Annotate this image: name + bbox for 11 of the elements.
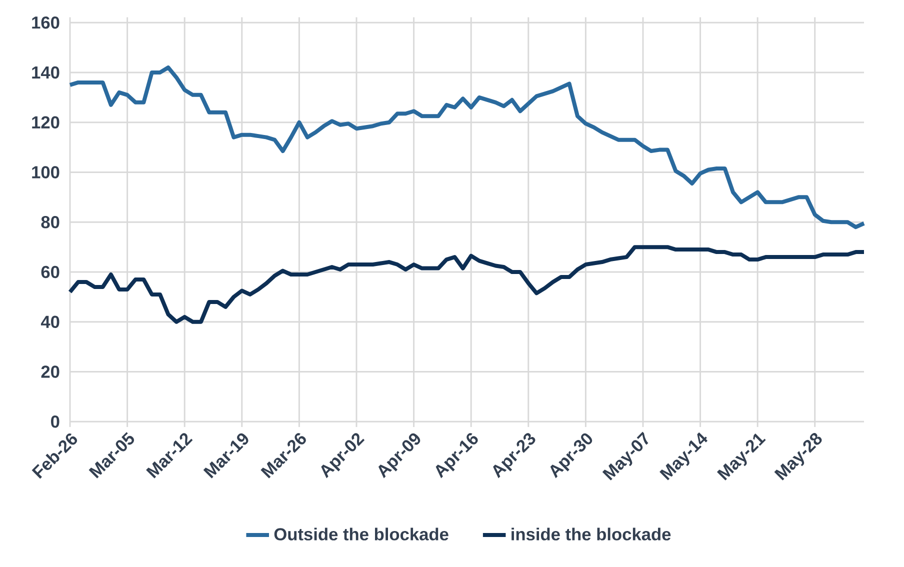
y-tick-label: 160 <box>32 16 60 29</box>
y-tick-label: 40 <box>40 316 60 328</box>
legend-label: Outside the blockade <box>274 528 448 540</box>
legend-label: inside the blockade <box>512 528 671 540</box>
y-tick-label: 20 <box>41 366 60 378</box>
y-tick-label: 60 <box>41 266 60 278</box>
y-tick-label: 100 <box>32 166 60 178</box>
y-tick-label: 140 <box>32 66 60 79</box>
y-tick-label: 120 <box>32 116 60 128</box>
y-tick-label: 80 <box>41 216 60 228</box>
y-tick-label: 0 <box>51 416 60 428</box>
